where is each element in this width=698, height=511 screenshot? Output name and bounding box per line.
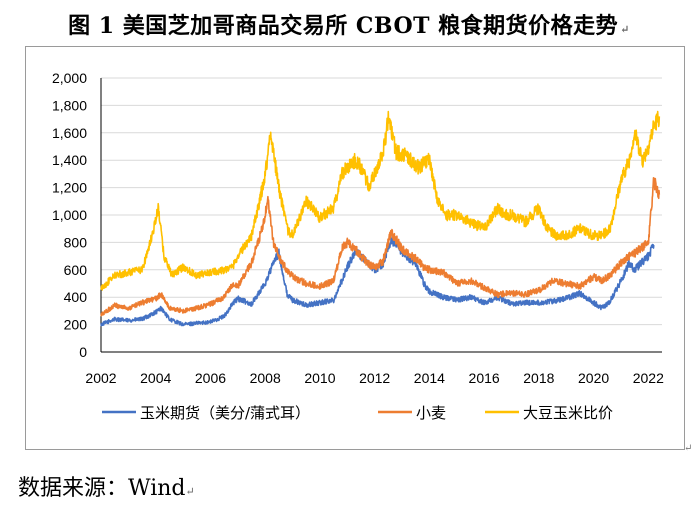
y-tick-label: 200 [64, 317, 88, 333]
x-tick-label: 2004 [140, 370, 171, 386]
y-tick-label: 800 [64, 234, 88, 250]
series-lines [100, 110, 661, 327]
legend: 玉米期货（美分/蒲式耳） 小麦 大豆玉米比价 [102, 404, 613, 422]
legend-label: 大豆玉米比价 [523, 404, 613, 422]
x-tick-label: 2018 [523, 370, 554, 386]
legend-label: 玉米期货（美分/蒲式耳） [140, 404, 310, 422]
data-source-text: 数据来源：Wind [18, 476, 186, 501]
axes [100, 78, 662, 353]
x-tick-label: 2012 [359, 370, 390, 386]
x-tick-label: 2010 [304, 370, 335, 386]
legend-label: 小麦 [416, 404, 446, 422]
x-tick-label: 2002 [85, 370, 116, 386]
y-tick-label: 1,000 [52, 207, 87, 223]
x-tick-label: 2008 [250, 370, 281, 386]
x-tick-label: 2006 [195, 370, 226, 386]
series-line [100, 177, 661, 317]
x-axis-tick-labels: 2002 2004 2006 2008 2010 2012 2014 2016 2018 2020… [85, 370, 664, 386]
x-tick-label: 2022 [633, 370, 664, 386]
chart-title-text: 图 1 美国芝加哥商品交易所 CBOT 粮食期货价格走势 [68, 13, 619, 39]
chart-title: 图 1 美国芝加哥商品交易所 CBOT 粮食期货价格走势 ↵ [0, 8, 698, 40]
paragraph-mark-icon: ↵ [684, 443, 693, 454]
x-tick-label: 2016 [469, 370, 500, 386]
y-tick-label: 1,400 [52, 152, 87, 168]
x-tick-label: 2020 [578, 370, 609, 386]
y-tick-label: 1,800 [52, 97, 87, 113]
x-tick-label: 2014 [414, 370, 445, 386]
y-tick-label: 400 [64, 289, 88, 305]
y-tick-label: 1,600 [52, 125, 87, 141]
paragraph-mark-icon: ↵ [620, 23, 630, 36]
series-line [100, 110, 661, 291]
y-tick-label: 0 [79, 344, 87, 360]
data-source-note: 数据来源：Wind↵ [18, 470, 195, 502]
chart-frame [25, 46, 685, 450]
y-tick-label: 1,200 [52, 180, 87, 196]
paragraph-mark-icon: ↵ [185, 485, 195, 498]
y-tick-label: 2,000 [52, 70, 87, 86]
y-tick-label: 600 [64, 262, 88, 278]
y-axis-tick-labels: 0 200 400 600 800 1,000 1,200 1,400 1,600 1,800 2,… [52, 70, 87, 360]
